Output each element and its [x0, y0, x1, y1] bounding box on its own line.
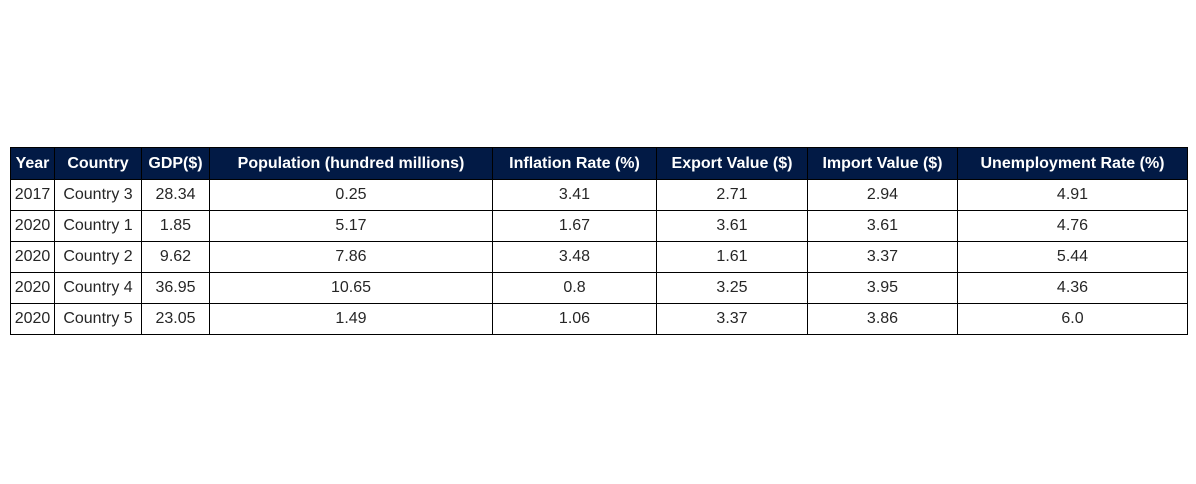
table-cell: Country 1 [54, 210, 142, 242]
table-cell: 7.86 [209, 241, 493, 273]
table-cell: 3.86 [807, 303, 958, 335]
data-table: Year Country GDP($) Population (hundred … [10, 147, 1188, 335]
table-row: 2020 Country 1 1.85 5.17 1.67 3.61 3.61 … [10, 210, 1188, 242]
table-cell: 2020 [10, 272, 55, 304]
table-row: 2020 Country 2 9.62 7.86 3.48 1.61 3.37 … [10, 241, 1188, 273]
table-cell: 0.25 [209, 179, 493, 211]
table-cell: 4.36 [957, 272, 1188, 304]
table-cell: 3.61 [807, 210, 958, 242]
column-header: Inflation Rate (%) [492, 147, 657, 180]
column-header: Unemployment Rate (%) [957, 147, 1188, 180]
table-cell: 10.65 [209, 272, 493, 304]
table-cell: 23.05 [141, 303, 210, 335]
table-cell: 2020 [10, 241, 55, 273]
header-row: Year Country GDP($) Population (hundred … [10, 147, 1188, 180]
table-cell: Country 4 [54, 272, 142, 304]
column-header: Country [54, 147, 142, 180]
table-cell: 2.94 [807, 179, 958, 211]
table-cell: 3.61 [656, 210, 808, 242]
table-cell: 4.76 [957, 210, 1188, 242]
column-header: Population (hundred millions) [209, 147, 493, 180]
table-cell: 1.61 [656, 241, 808, 273]
table-cell: 1.67 [492, 210, 657, 242]
table-cell: 2017 [10, 179, 55, 211]
table-cell: 2.71 [656, 179, 808, 211]
table-cell: 6.0 [957, 303, 1188, 335]
table-cell: 5.44 [957, 241, 1188, 273]
table-cell: Country 5 [54, 303, 142, 335]
table-row: 2020 Country 5 23.05 1.49 1.06 3.37 3.86… [10, 303, 1188, 335]
table-row: 2017 Country 3 28.34 0.25 3.41 2.71 2.94… [10, 179, 1188, 211]
column-header: Export Value ($) [656, 147, 808, 180]
column-header: Year [10, 147, 55, 180]
column-header: Import Value ($) [807, 147, 958, 180]
table-cell: 3.48 [492, 241, 657, 273]
table-cell: 0.8 [492, 272, 657, 304]
table-cell: 36.95 [141, 272, 210, 304]
table-cell: 3.25 [656, 272, 808, 304]
table-cell: 3.37 [807, 241, 958, 273]
column-header: GDP($) [141, 147, 210, 180]
table-cell: 2020 [10, 210, 55, 242]
table-cell: 4.91 [957, 179, 1188, 211]
table-cell: 1.85 [141, 210, 210, 242]
table-cell: 1.06 [492, 303, 657, 335]
table-row: 2020 Country 4 36.95 10.65 0.8 3.25 3.95… [10, 272, 1188, 304]
table-cell: 1.49 [209, 303, 493, 335]
table-cell: 2020 [10, 303, 55, 335]
table-cell: 3.95 [807, 272, 958, 304]
table-cell: Country 3 [54, 179, 142, 211]
table-cell: Country 2 [54, 241, 142, 273]
table-cell: 3.37 [656, 303, 808, 335]
table-cell: 28.34 [141, 179, 210, 211]
table-cell: 3.41 [492, 179, 657, 211]
table-cell: 9.62 [141, 241, 210, 273]
table-cell: 5.17 [209, 210, 493, 242]
